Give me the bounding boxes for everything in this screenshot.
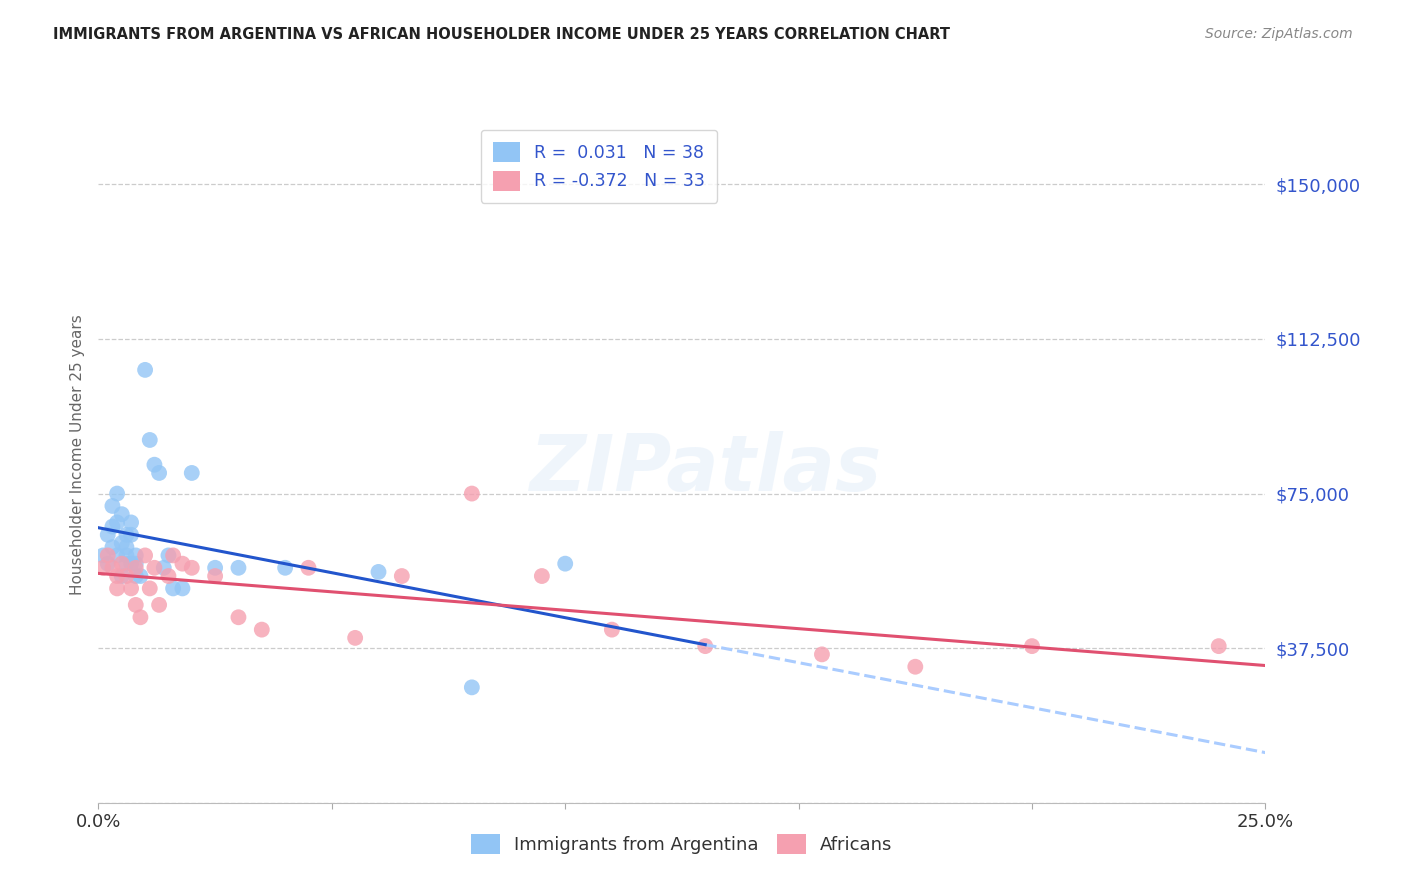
Point xyxy=(120,528,142,542)
Point xyxy=(391,569,413,583)
Point xyxy=(115,569,138,583)
Point xyxy=(105,549,128,563)
Point xyxy=(125,557,148,571)
Point xyxy=(180,466,202,480)
Point xyxy=(172,557,194,571)
Point xyxy=(125,549,148,563)
Point xyxy=(129,610,152,624)
Point xyxy=(139,433,162,447)
Point xyxy=(461,681,484,695)
Point xyxy=(111,557,134,571)
Text: IMMIGRANTS FROM ARGENTINA VS AFRICAN HOUSEHOLDER INCOME UNDER 25 YEARS CORRELATI: IMMIGRANTS FROM ARGENTINA VS AFRICAN HOU… xyxy=(53,27,950,42)
Point xyxy=(120,516,142,530)
Point xyxy=(695,639,717,653)
Point xyxy=(180,561,202,575)
Point xyxy=(111,536,134,550)
Point xyxy=(157,569,180,583)
Point xyxy=(91,549,114,563)
Point xyxy=(139,582,162,596)
Text: ZIPatlas: ZIPatlas xyxy=(529,431,882,507)
Point xyxy=(172,582,194,596)
Point xyxy=(97,549,120,563)
Point xyxy=(162,582,184,596)
Point xyxy=(162,549,184,563)
Point xyxy=(148,598,170,612)
Point xyxy=(101,540,124,554)
Point xyxy=(811,648,834,662)
Point xyxy=(115,549,138,563)
Point xyxy=(101,519,124,533)
Point xyxy=(105,516,128,530)
Point xyxy=(344,631,367,645)
Point xyxy=(129,569,152,583)
Point xyxy=(115,557,138,571)
Point xyxy=(134,363,156,377)
Point xyxy=(600,623,623,637)
Point xyxy=(120,582,142,596)
Point xyxy=(461,486,484,500)
Point xyxy=(228,610,250,624)
Point xyxy=(105,582,128,596)
Point xyxy=(134,549,156,563)
Point xyxy=(97,528,120,542)
Point xyxy=(297,561,319,575)
Point xyxy=(115,540,138,554)
Legend: Immigrants from Argentina, Africans: Immigrants from Argentina, Africans xyxy=(463,825,901,863)
Point xyxy=(101,499,124,513)
Point xyxy=(111,507,134,521)
Text: Source: ZipAtlas.com: Source: ZipAtlas.com xyxy=(1205,27,1353,41)
Point xyxy=(204,561,226,575)
Point xyxy=(1021,639,1043,653)
Point xyxy=(105,569,128,583)
Point xyxy=(367,565,389,579)
Point xyxy=(97,557,120,571)
Y-axis label: Householder Income Under 25 years: Householder Income Under 25 years xyxy=(69,315,84,595)
Point xyxy=(120,557,142,571)
Point xyxy=(274,561,297,575)
Point xyxy=(125,569,148,583)
Point xyxy=(125,561,148,575)
Point xyxy=(125,598,148,612)
Point xyxy=(152,561,174,575)
Point xyxy=(904,659,927,673)
Point xyxy=(530,569,553,583)
Point xyxy=(143,458,166,472)
Point xyxy=(250,623,273,637)
Point xyxy=(204,569,226,583)
Point xyxy=(157,549,180,563)
Point xyxy=(91,561,114,575)
Point xyxy=(115,528,138,542)
Point xyxy=(228,561,250,575)
Point xyxy=(111,569,134,583)
Point xyxy=(143,561,166,575)
Point xyxy=(101,561,124,575)
Point xyxy=(105,486,128,500)
Point xyxy=(148,466,170,480)
Point xyxy=(554,557,576,571)
Point xyxy=(1208,639,1230,653)
